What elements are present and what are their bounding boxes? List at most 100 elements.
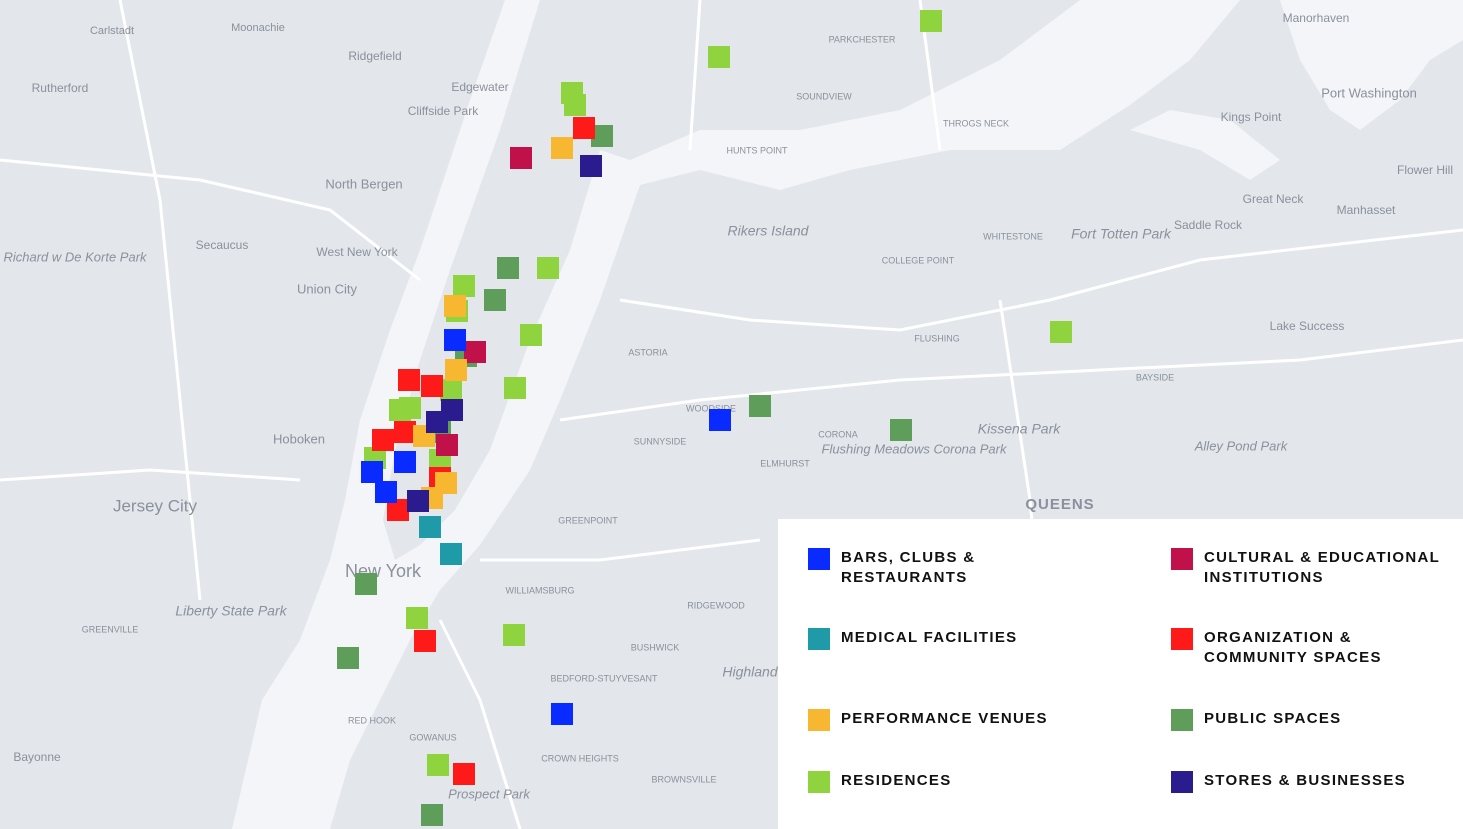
marker [398, 369, 420, 391]
legend-swatch [1171, 771, 1193, 793]
marker [440, 379, 462, 401]
legend-label-line: INSTITUTIONS [1204, 569, 1324, 586]
marker [436, 434, 458, 456]
place-label: Rikers Island [728, 223, 810, 239]
legend-item: BARS, CLUBS & RESTAURANTS [808, 548, 975, 588]
place-label: RED HOOK [348, 715, 396, 725]
place-label: COLLEGE POINT [882, 255, 955, 265]
place-label: Saddle Rock [1174, 218, 1243, 232]
place-label: Fort Totten Park [1071, 226, 1172, 242]
marker [427, 754, 449, 776]
marker [361, 461, 383, 483]
legend-item: MEDICAL FACILITIES [808, 628, 1017, 650]
place-label: Alley Pond Park [1194, 438, 1289, 453]
place-label: Kissena Park [978, 421, 1061, 437]
marker [920, 10, 942, 32]
legend-swatch [1171, 628, 1193, 650]
place-label: SUNNYSIDE [634, 436, 687, 446]
place-label: Bayonne [13, 750, 61, 764]
place-label: GREENVILLE [82, 624, 139, 634]
marker [355, 573, 377, 595]
legend-label-line: RESIDENCES [841, 772, 952, 789]
legend-label: RESIDENCES [841, 771, 952, 791]
marker [484, 289, 506, 311]
place-label: Flower Hill [1397, 163, 1453, 177]
place-label: Jersey City [113, 496, 198, 515]
place-label: FLUSHING [914, 333, 960, 343]
legend-label: BARS, CLUBS & RESTAURANTS [841, 548, 975, 588]
place-label: SOUNDVIEW [796, 91, 852, 101]
place-label: WILLIAMSBURG [505, 585, 574, 595]
water [232, 0, 1463, 829]
marker [573, 117, 595, 139]
legend-label: CULTURAL & EDUCATIONAL INSTITUTIONS [1204, 548, 1440, 588]
place-label: QUEENS [1025, 496, 1094, 513]
place-label: Highland [722, 664, 778, 680]
place-label: Secaucus [196, 238, 249, 252]
legend-label-line: ORGANIZATION & [1204, 629, 1352, 646]
legend-label-line: COMMUNITY SPACES [1204, 649, 1382, 666]
place-label: Kings Point [1221, 110, 1282, 124]
marker [394, 451, 416, 473]
legend-swatch [808, 628, 830, 650]
legend-item: CULTURAL & EDUCATIONAL INSTITUTIONS [1171, 548, 1440, 588]
legend-swatch [808, 709, 830, 731]
marker [537, 257, 559, 279]
place-label: Ridgefield [348, 49, 401, 63]
marker [445, 359, 467, 381]
legend-item: RESIDENCES [808, 771, 952, 793]
legend-label: MEDICAL FACILITIES [841, 628, 1017, 648]
place-label: HUNTS POINT [726, 145, 788, 155]
marker [890, 419, 912, 441]
marker [426, 411, 448, 433]
marker [414, 630, 436, 652]
place-label: Richard w De Korte Park [3, 249, 148, 264]
place-label: Carlstadt [90, 25, 134, 37]
legend-label-line: BARS, CLUBS & [841, 549, 976, 566]
place-label: Union City [297, 281, 357, 296]
legend-label-line: CULTURAL & EDUCATIONAL [1204, 549, 1441, 566]
place-label: WOODSIDE [686, 403, 736, 413]
marker [453, 275, 475, 297]
marker [444, 295, 466, 317]
marker [709, 409, 731, 431]
place-label: BROWNSVILLE [651, 774, 716, 784]
place-label: Prospect Park [448, 786, 531, 801]
marker [399, 397, 421, 419]
place-label: ASTORIA [628, 347, 667, 357]
marker [421, 375, 443, 397]
place-label: Liberty State Park [175, 603, 287, 619]
marker [444, 329, 466, 351]
markers [337, 10, 1072, 826]
marker [564, 94, 586, 116]
legend-label-line: PUBLIC SPACES [1204, 710, 1342, 727]
legend-item: STORES & BUSINESSES [1171, 771, 1406, 793]
marker [372, 429, 394, 451]
legend-label-line: MEDICAL FACILITIES [841, 629, 1018, 646]
place-label: GREENPOINT [558, 515, 618, 525]
marker [551, 137, 573, 159]
legend-item: ORGANIZATION & COMMUNITY SPACES [1171, 628, 1382, 668]
marker [406, 607, 428, 629]
place-label: Rutherford [32, 81, 89, 95]
place-label: Hoboken [273, 431, 325, 446]
marker [394, 421, 416, 443]
place-label: WHITESTONE [983, 231, 1043, 241]
place-label: ELMHURST [760, 458, 810, 468]
place-label: Manorhaven [1283, 11, 1350, 25]
marker [387, 499, 409, 521]
place-label: Manhasset [1337, 203, 1396, 217]
marker [510, 147, 532, 169]
marker [504, 377, 526, 399]
place-label: North Bergen [325, 176, 402, 191]
place-label: Cliffside Park [408, 104, 479, 118]
marker [551, 703, 573, 725]
marker [749, 395, 771, 417]
place-label: West New York [316, 245, 398, 259]
place-label: Port Washington [1321, 85, 1417, 100]
marker [503, 624, 525, 646]
marker [419, 516, 441, 538]
marker [375, 481, 397, 503]
